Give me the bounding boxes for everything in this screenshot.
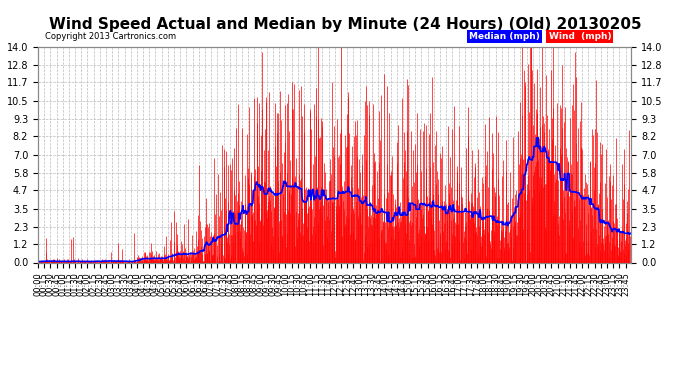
Text: Copyright 2013 Cartronics.com: Copyright 2013 Cartronics.com xyxy=(45,32,176,41)
Text: Median (mph): Median (mph) xyxy=(469,32,540,41)
Text: Wind Speed Actual and Median by Minute (24 Hours) (Old) 20130205: Wind Speed Actual and Median by Minute (… xyxy=(49,17,641,32)
Text: Wind  (mph): Wind (mph) xyxy=(549,32,611,41)
